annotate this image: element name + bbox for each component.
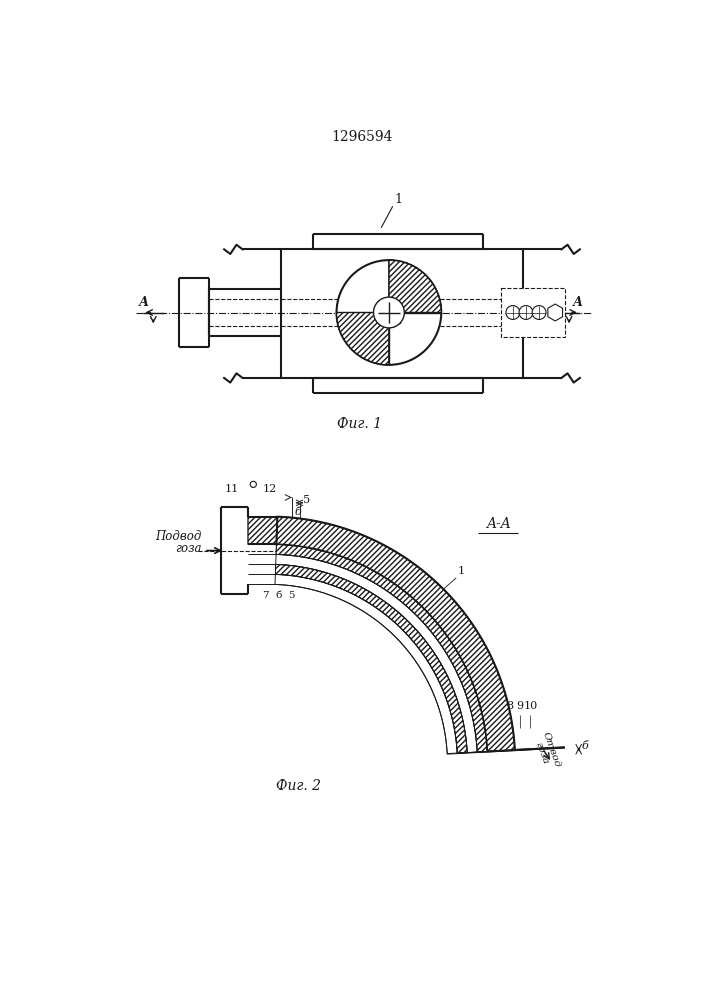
Polygon shape bbox=[275, 564, 467, 753]
Circle shape bbox=[250, 481, 257, 487]
Polygon shape bbox=[487, 747, 565, 752]
Text: 14: 14 bbox=[416, 591, 430, 601]
Text: 9: 9 bbox=[517, 701, 524, 711]
Text: 5: 5 bbox=[303, 495, 310, 505]
Polygon shape bbox=[276, 554, 477, 753]
Text: 7  б  5: 7 б 5 bbox=[264, 591, 296, 600]
Text: А: А bbox=[139, 296, 149, 309]
Text: 1: 1 bbox=[457, 566, 465, 576]
Text: 1296594: 1296594 bbox=[331, 130, 392, 144]
Polygon shape bbox=[248, 517, 277, 544]
Circle shape bbox=[532, 306, 546, 319]
Text: б: б bbox=[582, 741, 588, 751]
Text: 10: 10 bbox=[523, 701, 537, 711]
Circle shape bbox=[373, 297, 404, 328]
Text: 12: 12 bbox=[262, 484, 277, 494]
Text: Подвод: Подвод bbox=[156, 530, 201, 543]
Text: 1: 1 bbox=[395, 193, 402, 206]
Wedge shape bbox=[389, 260, 441, 312]
Bar bbox=[501, 288, 565, 337]
Polygon shape bbox=[548, 304, 563, 321]
Text: 13: 13 bbox=[363, 592, 378, 602]
Text: 8: 8 bbox=[507, 701, 514, 711]
Bar bbox=[378, 302, 399, 323]
Text: б: б bbox=[294, 507, 301, 517]
Text: 11: 11 bbox=[225, 484, 239, 494]
Wedge shape bbox=[337, 312, 389, 365]
Text: гоза: гоза bbox=[175, 542, 201, 555]
Text: Фиг. 1: Фиг. 1 bbox=[337, 417, 382, 431]
Text: A-A: A-A bbox=[486, 517, 510, 531]
Text: А: А bbox=[573, 296, 583, 309]
Polygon shape bbox=[276, 544, 487, 752]
Text: Фиг. 2: Фиг. 2 bbox=[276, 779, 320, 793]
Circle shape bbox=[337, 260, 441, 365]
Circle shape bbox=[506, 306, 520, 319]
Circle shape bbox=[519, 306, 533, 319]
Text: Отвод
гоза: Отвод гоза bbox=[531, 731, 562, 772]
Polygon shape bbox=[275, 574, 457, 754]
Polygon shape bbox=[276, 517, 515, 752]
